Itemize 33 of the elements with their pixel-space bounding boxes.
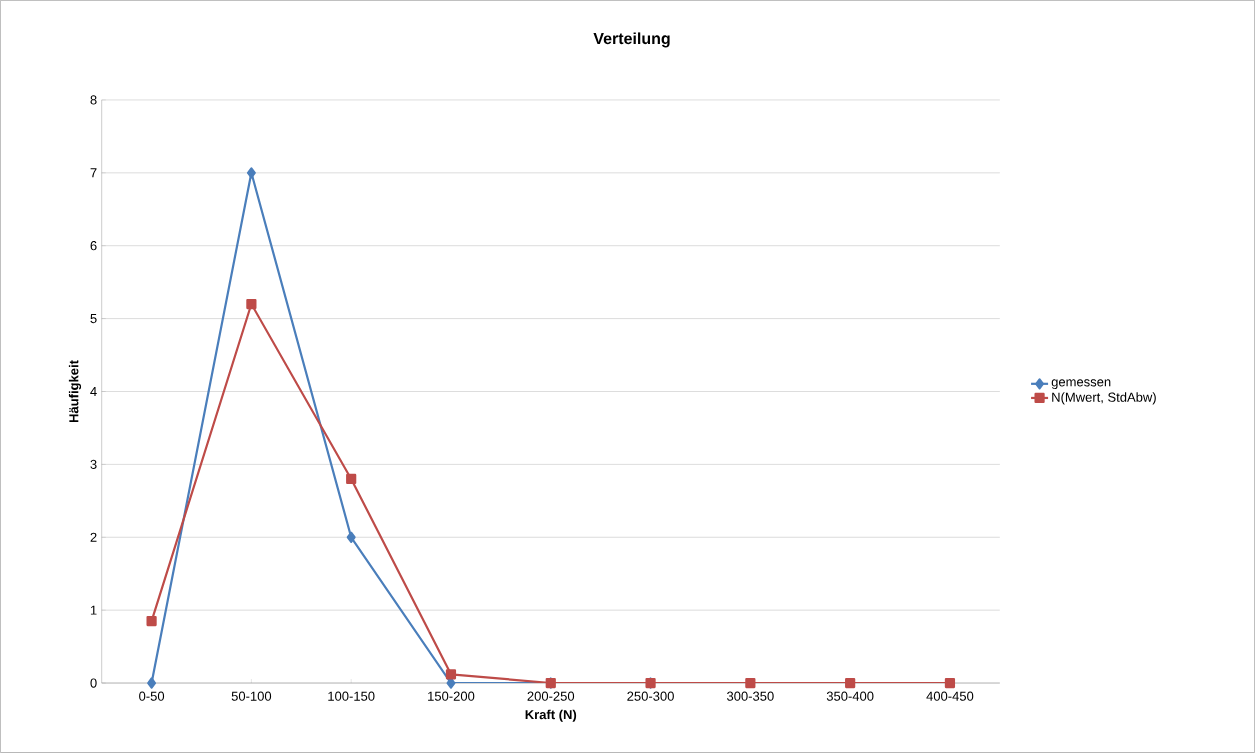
chart-title: Verteilung (593, 32, 670, 48)
point (147, 677, 157, 689)
x-tick-label: 50-100 (231, 691, 272, 701)
legend-label: N(Mwert, StdAbw) (1052, 392, 1156, 405)
point (745, 677, 756, 689)
x-tick-label: 300-350 (727, 691, 774, 701)
point (246, 298, 257, 310)
x-tick-label: 100-150 (328, 691, 375, 701)
x-tick-label: 200-250 (527, 691, 575, 701)
point (346, 531, 356, 543)
y-tick-label: 7 (90, 168, 97, 178)
point (146, 616, 157, 627)
x-tick-label: 250-300 (627, 691, 674, 701)
y-tick-label: 8 (90, 95, 97, 105)
y-tick-label: 0 (90, 678, 97, 688)
y-tick-label: 6 (90, 241, 97, 251)
x-tick-label: 0-50 (139, 691, 165, 701)
x-axis-title: Kraft (N) (525, 709, 577, 722)
y-axis-title: Häufigkeit (68, 360, 82, 423)
y-tick-label: 1 (90, 605, 97, 615)
x-tick-label: 150-200 (428, 691, 475, 701)
x-tick-label: 400-450 (926, 691, 974, 701)
point (944, 677, 956, 689)
legend-label: gemessen (1051, 379, 1111, 390)
x-tick-label: 350-400 (826, 691, 874, 701)
y-tick-label: 4 (90, 387, 97, 397)
point (346, 473, 357, 485)
point (845, 677, 856, 689)
y-tick-label: 5 (90, 314, 97, 324)
y-tick-label: 3 (90, 459, 97, 470)
point (445, 669, 457, 680)
point (246, 167, 256, 179)
y-tick-label: 2 (90, 532, 97, 542)
